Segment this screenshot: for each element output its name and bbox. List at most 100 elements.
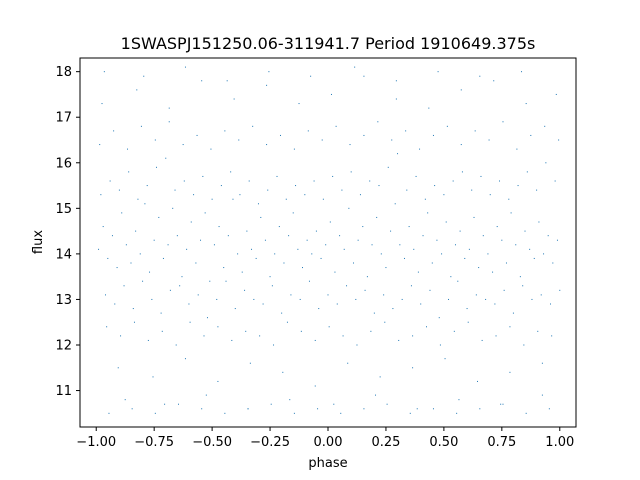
data-point — [377, 121, 379, 123]
data-point — [477, 380, 478, 382]
data-point — [448, 298, 450, 300]
data-point — [210, 148, 212, 150]
data-point — [515, 244, 517, 246]
data-point — [401, 298, 403, 300]
data-point — [405, 130, 407, 132]
data-point — [308, 280, 310, 282]
data-point — [310, 75, 312, 77]
data-point — [473, 216, 475, 218]
data-point — [209, 280, 211, 282]
data-point — [279, 134, 281, 136]
data-point — [502, 121, 504, 123]
data-point — [237, 253, 239, 255]
data-point — [467, 321, 469, 323]
y-tick-label: 16 — [55, 156, 72, 171]
data-point — [172, 207, 174, 209]
data-point — [434, 185, 436, 187]
data-point — [548, 408, 550, 410]
data-point — [328, 326, 330, 328]
data-point — [267, 189, 269, 191]
data-point — [559, 289, 561, 291]
data-point — [146, 185, 148, 187]
data-point — [271, 285, 273, 287]
data-point — [376, 216, 378, 218]
data-point — [109, 180, 111, 182]
data-point — [220, 185, 222, 187]
data-point — [105, 294, 106, 296]
data-point — [533, 257, 535, 259]
data-point — [286, 321, 288, 323]
data-point — [408, 226, 410, 228]
data-point — [505, 262, 507, 264]
data-point — [226, 80, 228, 82]
data-point — [488, 139, 490, 141]
data-point — [233, 98, 235, 100]
data-point — [512, 312, 514, 314]
data-point — [552, 262, 554, 264]
data-point — [525, 412, 527, 414]
data-point — [201, 408, 203, 410]
data-point — [525, 103, 527, 105]
data-point — [139, 253, 141, 255]
data-point — [169, 289, 171, 291]
data-point — [292, 212, 294, 214]
data-point — [216, 298, 218, 300]
data-point — [102, 226, 104, 228]
data-point — [395, 98, 397, 100]
data-point — [475, 294, 477, 296]
data-point — [369, 180, 371, 182]
data-point — [340, 412, 342, 414]
x-axis-label: phase — [308, 456, 347, 471]
data-point — [428, 107, 430, 109]
data-point — [422, 235, 424, 237]
data-point — [188, 303, 190, 305]
data-point — [184, 358, 186, 360]
data-point — [217, 326, 219, 328]
data-point — [100, 194, 102, 196]
data-point — [266, 84, 268, 86]
data-point — [494, 303, 496, 305]
data-point — [363, 134, 365, 136]
data-point — [317, 408, 319, 410]
data-point — [333, 403, 335, 405]
data-point — [536, 189, 538, 191]
data-point — [168, 107, 170, 109]
data-point — [149, 271, 151, 273]
data-point — [183, 180, 185, 182]
x-tick-label: −0.50 — [192, 435, 232, 450]
data-point — [530, 134, 532, 136]
data-point — [244, 289, 246, 291]
data-point — [429, 289, 431, 291]
data-point — [363, 75, 365, 77]
data-point — [431, 262, 433, 264]
data-point — [136, 89, 138, 91]
data-point — [98, 248, 100, 250]
data-point — [531, 298, 533, 300]
data-point — [386, 403, 388, 405]
data-point — [262, 303, 264, 305]
data-point — [167, 244, 169, 246]
data-point — [234, 308, 236, 310]
data-point — [394, 203, 396, 205]
data-point — [523, 344, 525, 346]
data-point — [471, 189, 473, 191]
data-point — [155, 166, 157, 168]
data-point — [362, 226, 364, 228]
data-point — [288, 235, 290, 237]
data-point — [550, 303, 551, 305]
data-point — [101, 103, 103, 105]
data-point — [390, 230, 392, 232]
y-tick-label: 17 — [55, 111, 72, 126]
data-point — [412, 335, 414, 337]
data-point — [363, 408, 365, 410]
data-point — [371, 244, 373, 246]
data-point — [306, 239, 308, 241]
data-point — [152, 376, 154, 378]
data-point — [450, 276, 452, 278]
x-tick-label: −1.00 — [76, 435, 116, 450]
data-point — [232, 198, 234, 200]
data-point — [201, 80, 203, 82]
data-point — [443, 194, 445, 196]
data-point — [321, 139, 323, 141]
y-tick-label: 12 — [55, 339, 72, 354]
